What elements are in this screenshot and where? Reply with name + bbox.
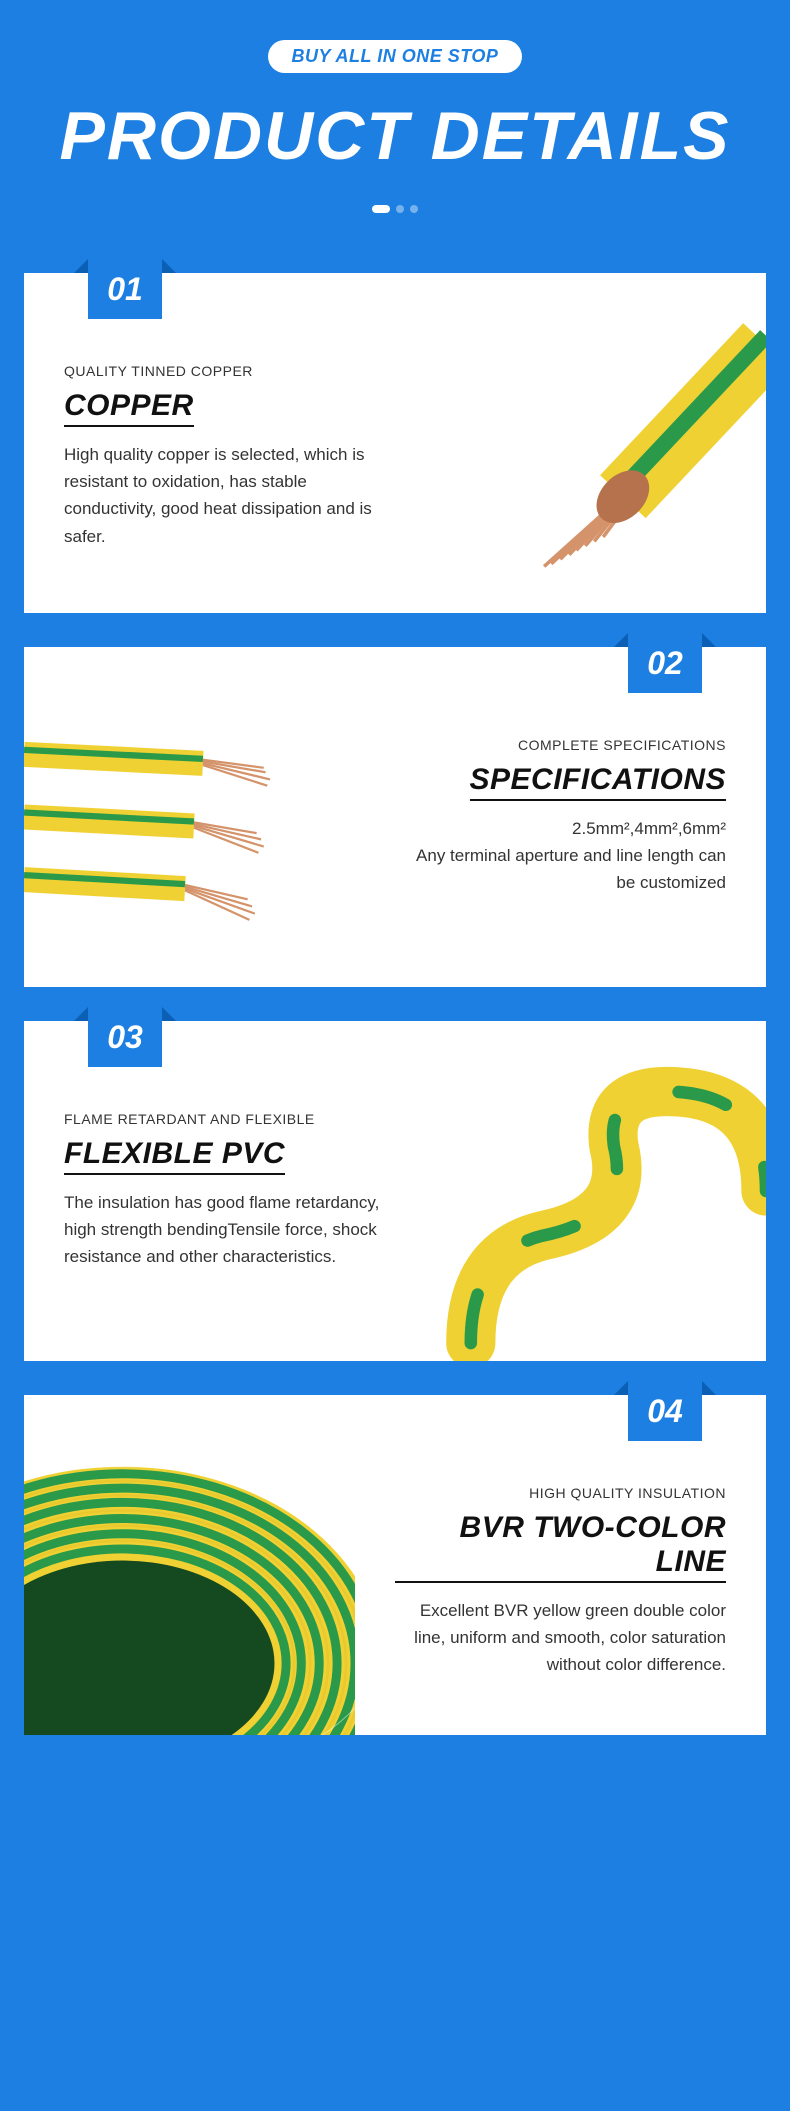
badge-number: 04 [647,1393,683,1430]
wire-coil-icon [24,1395,355,1735]
card-image-col [24,647,355,987]
feature-card-04: 04 HIGH QUALITY INSULATION BVR TWO-COLOR… [24,1395,766,1735]
card-image-col [24,1395,355,1735]
card-description: 2.5mm²,4mm²,6mm² Any terminal aperture a… [395,815,726,897]
wire-tip-icon [435,273,766,613]
number-badge: 02 [628,633,702,693]
card-title: COPPER [64,389,194,423]
card-text-col: 01 QUALITY TINNED COPPER COPPER High qua… [24,273,435,613]
card-subtitle: QUALITY TINNED COPPER [64,363,395,379]
feature-card-02: 02 COMPLETE SPECIFICATIONS SPECIFICATION… [24,647,766,987]
header-section: BUY ALL IN ONE STOP PRODUCT DETAILS [0,0,790,273]
tagline-prefix: BUY ALL IN [292,46,402,66]
card-text-col: 03 FLAME RETARDANT AND FLEXIBLE FLEXIBLE… [24,1021,435,1361]
card-text-col: 04 HIGH QUALITY INSULATION BVR TWO-COLOR… [355,1395,766,1735]
badge-number: 02 [647,645,683,682]
card-subtitle: FLAME RETARDANT AND FLEXIBLE [64,1111,395,1127]
number-badge: 04 [628,1381,702,1441]
carousel-dots [20,205,770,213]
tagline-pill: BUY ALL IN ONE STOP [268,40,523,73]
page-title: PRODUCT DETAILS [20,97,770,175]
badge-number: 03 [107,1019,143,1056]
tagline-bold: ONE STOP [402,46,499,66]
card-description: Excellent BVR yellow green double color … [395,1597,726,1679]
number-badge: 01 [88,259,162,319]
card-subtitle: HIGH QUALITY INSULATION [395,1485,726,1501]
badge-number: 01 [107,271,143,308]
feature-card-03: 03 FLAME RETARDANT AND FLEXIBLE FLEXIBLE… [24,1021,766,1361]
three-wires-icon [24,647,355,987]
cards-container: 01 QUALITY TINNED COPPER COPPER High qua… [0,273,790,1759]
card-text-col: 02 COMPLETE SPECIFICATIONS SPECIFICATION… [355,647,766,987]
dot-icon [396,205,404,213]
card-image-col [435,273,766,613]
dot-icon [410,205,418,213]
feature-card-01: 01 QUALITY TINNED COPPER COPPER High qua… [24,273,766,613]
spiral-wire-icon [435,1021,766,1361]
dot-icon [372,205,390,213]
card-title: FLEXIBLE PVC [64,1137,285,1171]
card-image-col [435,1021,766,1361]
number-badge: 03 [88,1007,162,1067]
card-description: High quality copper is selected, which i… [64,441,395,550]
card-title: SPECIFICATIONS [470,763,726,797]
card-title: BVR TWO-COLOR LINE [395,1511,726,1579]
card-description: The insulation has good flame retardancy… [64,1189,395,1271]
card-subtitle: COMPLETE SPECIFICATIONS [395,737,726,753]
